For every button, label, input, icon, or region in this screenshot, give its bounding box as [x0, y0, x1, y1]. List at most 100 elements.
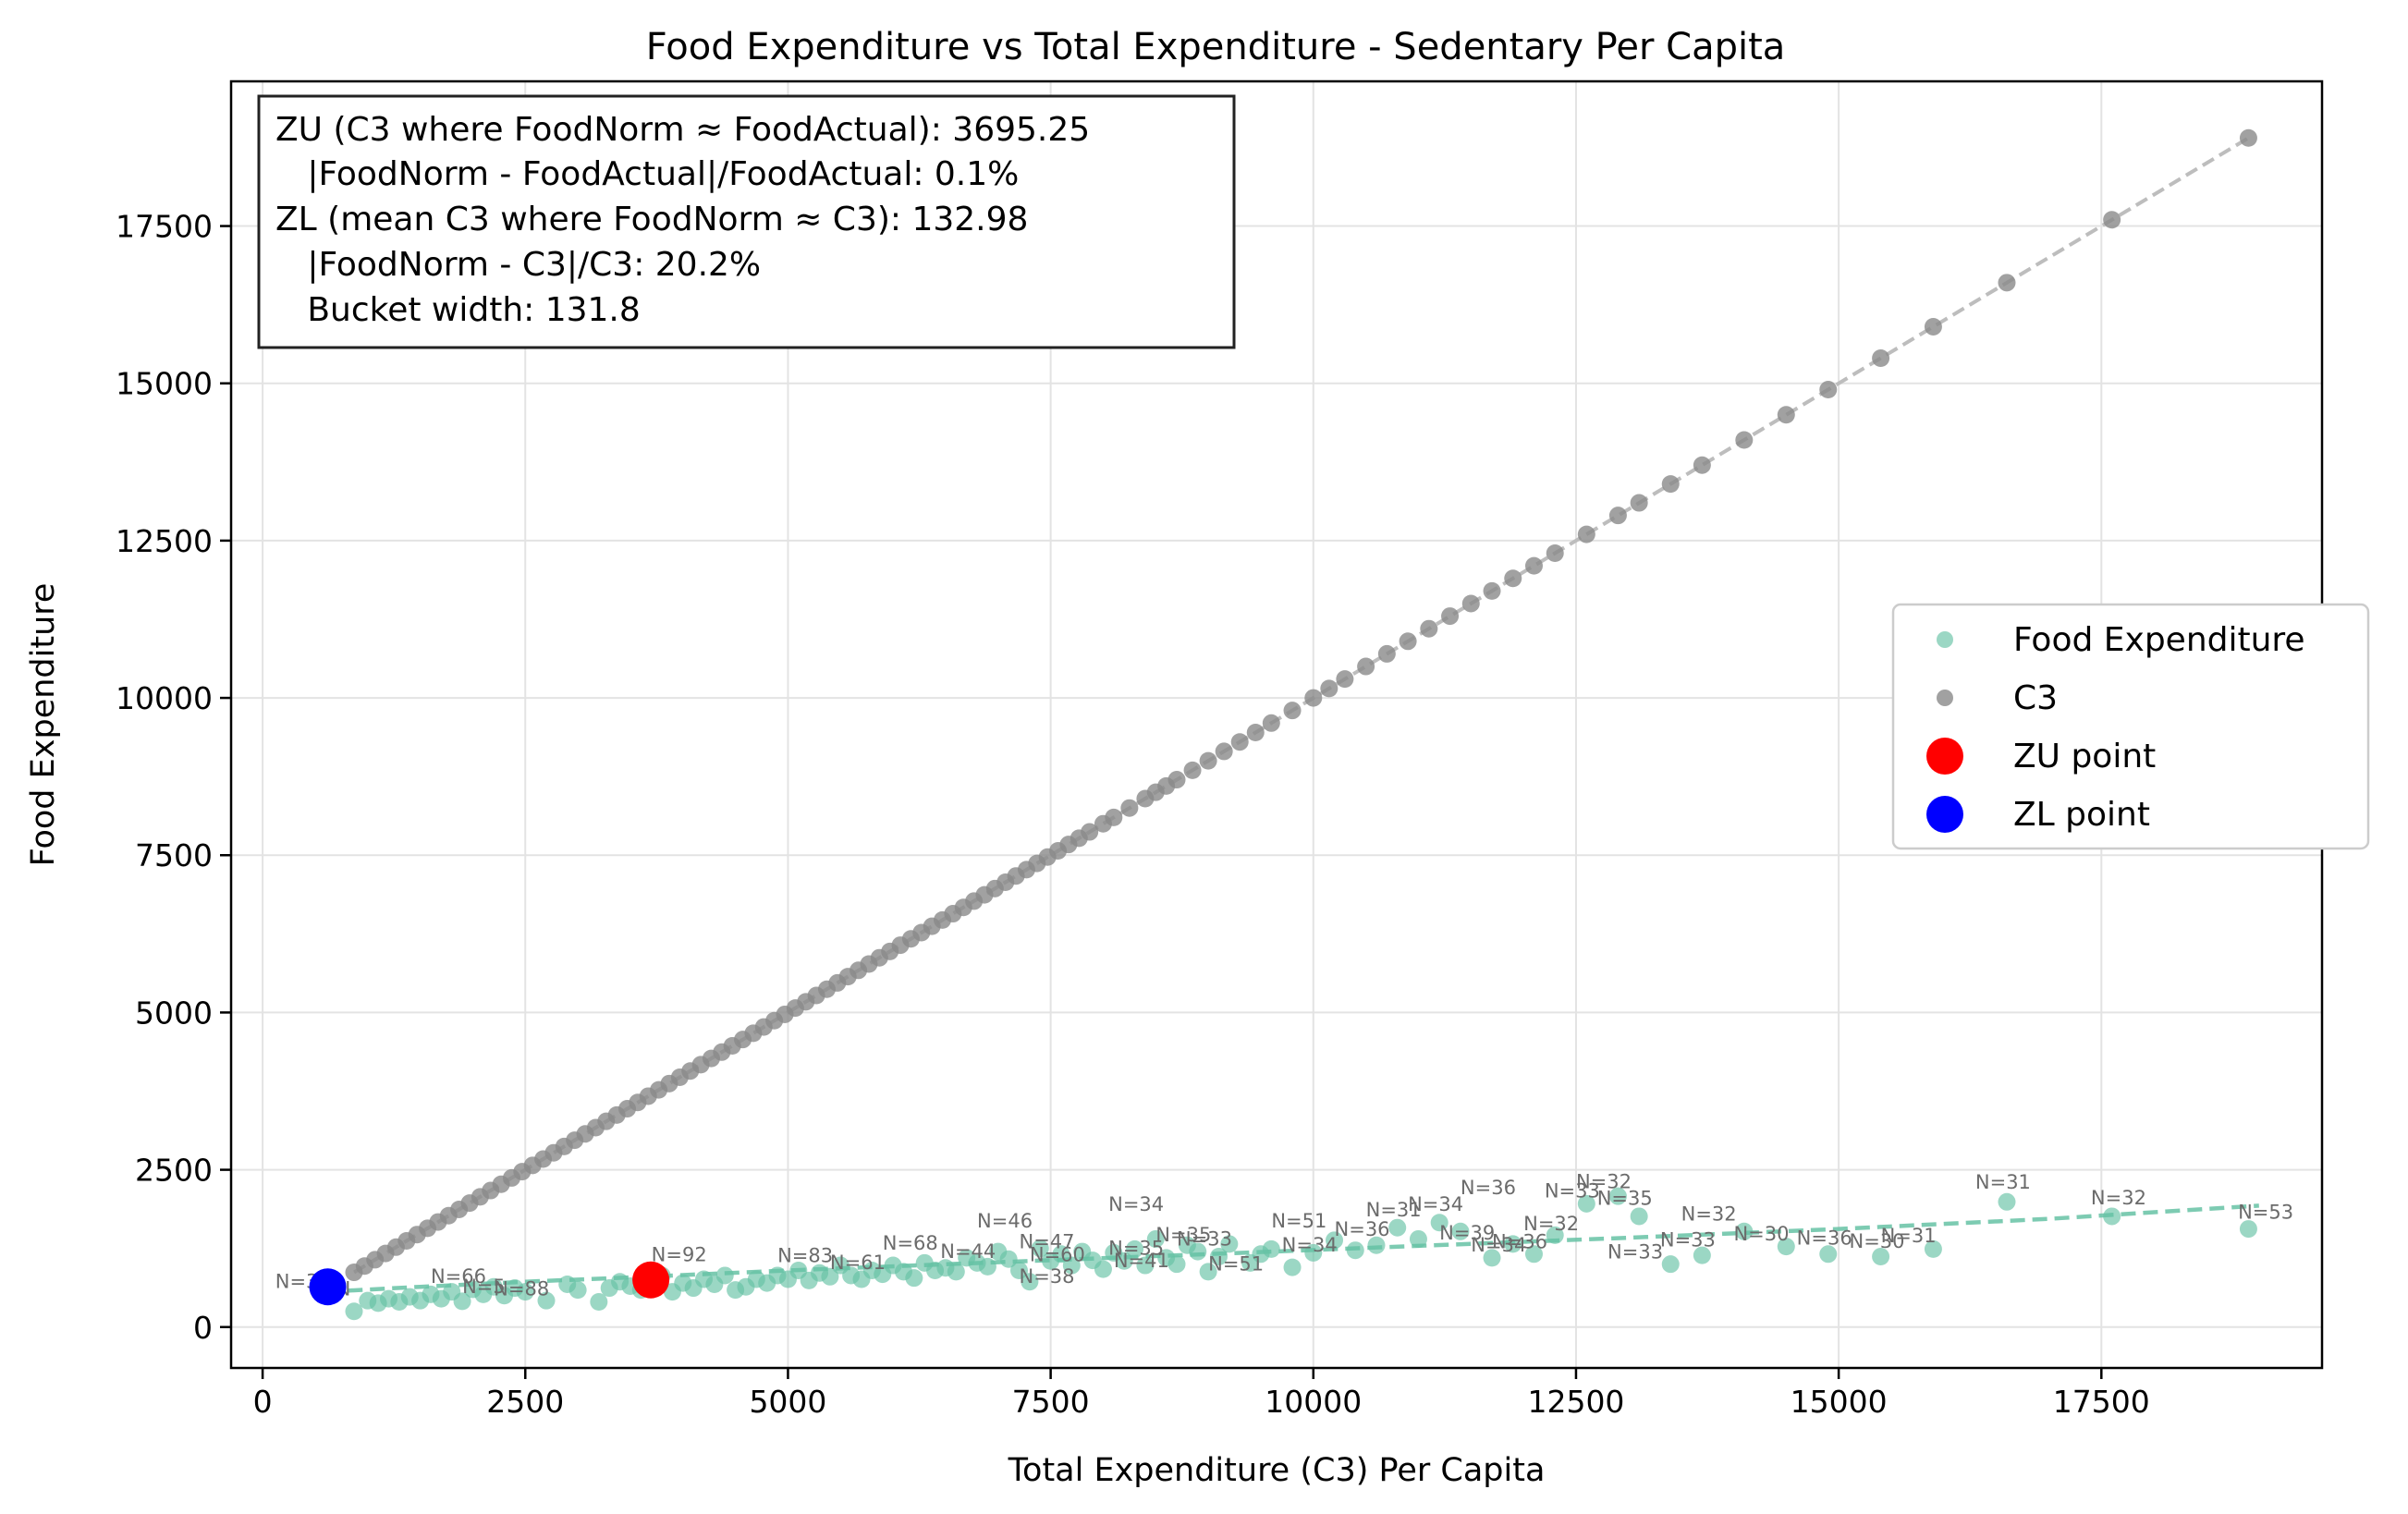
c3-point	[1377, 644, 1396, 663]
y-axis-ticks: 0 2500 5000 7500 10000 12500 15000 17500	[116, 209, 231, 1346]
food-point	[1304, 1243, 1323, 1262]
food-point	[1409, 1229, 1427, 1248]
annotation-line-4: |FoodNorm - C3|/C3: 20.2%	[275, 246, 761, 284]
food-trend-dashed-line	[325, 1203, 2259, 1294]
food-point	[1136, 1256, 1155, 1275]
legend-label-c3: C3	[2013, 679, 2058, 717]
annotation-line-5: Bucket width: 131.8	[275, 291, 641, 329]
c3-point	[1357, 657, 1375, 676]
food-point	[1608, 1187, 1627, 1205]
count-label: N=33	[1177, 1227, 1232, 1250]
c3-point	[1661, 475, 1680, 494]
y-tick-label: 17500	[116, 209, 213, 245]
y-tick-label: 0	[193, 1310, 213, 1346]
count-label: N=36	[1797, 1227, 1852, 1250]
count-label: N=30	[1733, 1223, 1789, 1245]
food-point	[1630, 1207, 1648, 1226]
food-point	[1052, 1245, 1070, 1264]
c3-point	[1105, 808, 1123, 826]
food-point	[1577, 1194, 1595, 1213]
count-label: N=32	[2091, 1187, 2146, 1209]
count-label: N=31	[1366, 1199, 1422, 1221]
legend-marker-c3	[1937, 690, 1953, 706]
c3-point	[1420, 619, 1438, 638]
food-point	[1031, 1239, 1049, 1258]
c3-point	[1872, 349, 1890, 368]
count-label: N=33	[1545, 1180, 1600, 1203]
x-tick-label: 5000	[749, 1384, 826, 1420]
legend-label-zu: ZU point	[2013, 738, 2156, 775]
c3-point	[1777, 406, 1795, 424]
food-point	[1146, 1229, 1165, 1248]
c3-point	[1230, 733, 1249, 751]
food-point	[1504, 1235, 1522, 1253]
count-label: N=39	[1439, 1222, 1495, 1244]
c3-point	[2239, 128, 2257, 147]
food-point	[1167, 1255, 1186, 1274]
food-point	[590, 1293, 608, 1312]
count-label: N=33	[1660, 1229, 1716, 1251]
food-point	[1388, 1218, 1407, 1237]
zu-point	[632, 1261, 670, 1299]
food-point	[1346, 1241, 1364, 1260]
count-label: N=35	[1597, 1188, 1653, 1210]
food-point	[1872, 1248, 1890, 1266]
c3-point	[1577, 525, 1595, 543]
x-tick-label: 10000	[1265, 1384, 1362, 1420]
count-label: N=31	[1975, 1171, 2031, 1193]
c3-point	[1215, 742, 1233, 761]
food-point	[1262, 1239, 1280, 1258]
c3-point	[1461, 594, 1480, 613]
food-point	[1209, 1248, 1228, 1266]
food-point	[1126, 1239, 1144, 1258]
c3-point	[1524, 556, 1543, 575]
c3-point	[1081, 823, 1099, 841]
food-point	[1693, 1246, 1711, 1264]
c3-point	[1304, 689, 1323, 707]
c3-point	[1320, 679, 1338, 698]
food-point	[1326, 1231, 1344, 1250]
x-tick-label: 0	[253, 1384, 273, 1420]
food-point	[1199, 1263, 1217, 1281]
food-points	[345, 1187, 2257, 1321]
count-label: N=34	[1108, 1193, 1164, 1215]
legend: Food Expenditure C3 ZU point ZL point	[1891, 603, 2370, 850]
count-label: N=31	[1881, 1225, 1937, 1247]
count-label: N=34	[1408, 1193, 1463, 1215]
count-label: N=32	[1523, 1213, 1579, 1235]
count-label: N=51	[1208, 1252, 1264, 1275]
c3-point	[1546, 544, 1564, 563]
c3-point	[1608, 507, 1627, 525]
annotation-box: ZU (C3 where FoodNorm ≈ FoodActual): 369…	[257, 94, 1236, 349]
food-point	[1021, 1273, 1039, 1291]
annotation-line-1: ZU (C3 where FoodNorm ≈ FoodActual): 369…	[275, 111, 1090, 149]
legend-label-zl: ZL point	[2013, 796, 2150, 834]
annotation-line-2: |FoodNorm - FoodActual|/FoodActual: 0.1%	[275, 155, 1019, 193]
food-point	[537, 1291, 556, 1310]
food-point	[1735, 1222, 1754, 1240]
count-label: N=88	[494, 1278, 549, 1300]
count-label: N=30	[1849, 1230, 1904, 1252]
food-point	[1283, 1258, 1302, 1276]
c3-point	[1399, 632, 1417, 651]
y-tick-label: 2500	[135, 1153, 213, 1189]
zl-point	[309, 1268, 347, 1306]
c3-point	[1483, 581, 1501, 600]
food-point	[1998, 1192, 2016, 1211]
count-label: N=92	[652, 1243, 707, 1265]
x-tick-label: 17500	[2053, 1384, 2150, 1420]
food-point	[1010, 1261, 1029, 1279]
y-tick-label: 5000	[135, 995, 213, 1031]
food-point	[1367, 1236, 1386, 1254]
x-tick-label: 15000	[1791, 1384, 1888, 1420]
c3-point	[1167, 771, 1186, 789]
x-tick-label: 2500	[486, 1384, 564, 1420]
count-label: N=46	[977, 1210, 1033, 1232]
y-tick-label: 15000	[116, 366, 213, 402]
food-point	[1661, 1255, 1680, 1274]
count-label: N=60	[1030, 1243, 1085, 1265]
x-tick-label: 7500	[1012, 1384, 1090, 1420]
food-point	[453, 1292, 471, 1311]
c3-point	[1336, 670, 1354, 689]
